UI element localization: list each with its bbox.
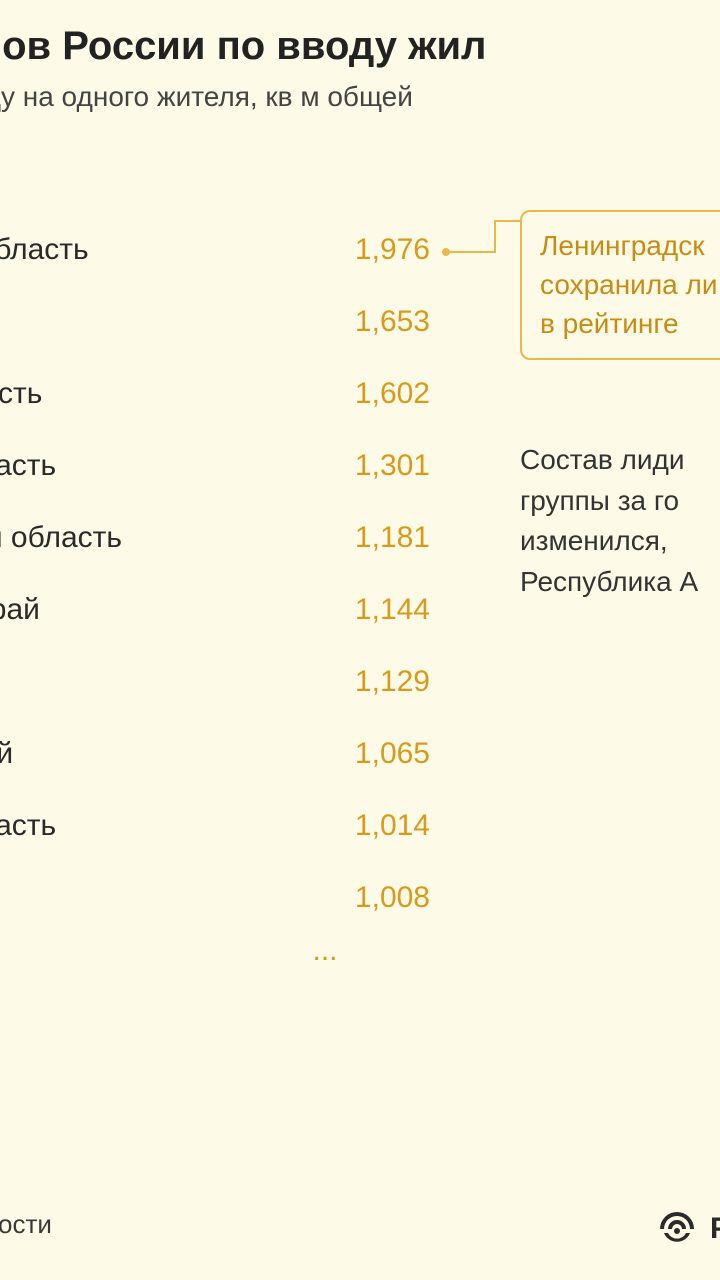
table-row: ка Алтай 1,065 <box>0 718 430 790</box>
region-value: 1,976 <box>310 233 430 267</box>
footer-brand: Р <box>654 1206 720 1252</box>
infographic-canvas: егионов России по вводу жил 2024 году на… <box>0 0 720 1280</box>
table-row: 1,129 <box>0 646 430 718</box>
page-title: егионов России по вводу жил <box>0 24 720 69</box>
region-name: дская область <box>0 233 310 267</box>
footer-source: овости <box>0 1209 52 1240</box>
brand-text: Р <box>710 1212 720 1246</box>
callout-connector-line <box>494 220 522 222</box>
callout-line: Ленинградск <box>540 230 704 261</box>
region-name: ка Алтай <box>0 737 310 771</box>
region-name: радская область <box>0 521 310 555</box>
region-value: 1,181 <box>310 521 430 555</box>
region-value: 1,065 <box>310 737 430 771</box>
callout-connector-line <box>448 251 496 253</box>
table-row: кая область 1,014 <box>0 790 430 862</box>
region-value: 1,008 <box>310 881 430 915</box>
region-value: 1,301 <box>310 449 430 483</box>
region-value: 1,129 <box>310 665 430 699</box>
callout-box: Ленинградск сохранила ли в рейтинге <box>520 210 720 360</box>
note-line: группы за го <box>520 485 679 516</box>
note-line: Состав лиди <box>520 444 685 475</box>
callout-line: в рейтинге <box>540 308 679 339</box>
table-row: радская область 1,181 <box>0 502 430 574</box>
ranking-table: дская область 1,976 1,653 ая область 1,6… <box>0 214 430 968</box>
region-name: кая область <box>0 809 310 843</box>
region-name: ая область <box>0 377 310 411</box>
region-name: рский край <box>0 593 310 627</box>
region-value: 1,653 <box>310 305 430 339</box>
note-line: Республика А <box>520 566 698 597</box>
note-paragraph: Состав лиди группы за го изменился, Респ… <box>520 440 720 602</box>
page-subtitle: 2024 году на одного жителя, кв м общей о… <box>0 78 720 154</box>
region-value: 1,602 <box>310 377 430 411</box>
region-value: 1,014 <box>310 809 430 843</box>
callout-connector-line <box>494 220 496 253</box>
subtitle-line-1: 2024 году на одного жителя, кв м общей <box>0 81 413 112</box>
region-value: 1,144 <box>310 593 430 627</box>
table-row: 1,653 <box>0 286 430 358</box>
brand-globe-icon <box>654 1206 700 1252</box>
table-row: ая область 1,602 <box>0 358 430 430</box>
table-ellipsis: ... <box>0 934 430 968</box>
note-line: изменился, <box>520 525 668 556</box>
table-row: дская область 1,976 <box>0 214 430 286</box>
table-row: рский край 1,144 <box>0 574 430 646</box>
callout-line: сохранила ли <box>540 269 718 300</box>
region-name: кая область <box>0 449 310 483</box>
table-row: 1,008 <box>0 862 430 934</box>
table-row: кая область 1,301 <box>0 430 430 502</box>
